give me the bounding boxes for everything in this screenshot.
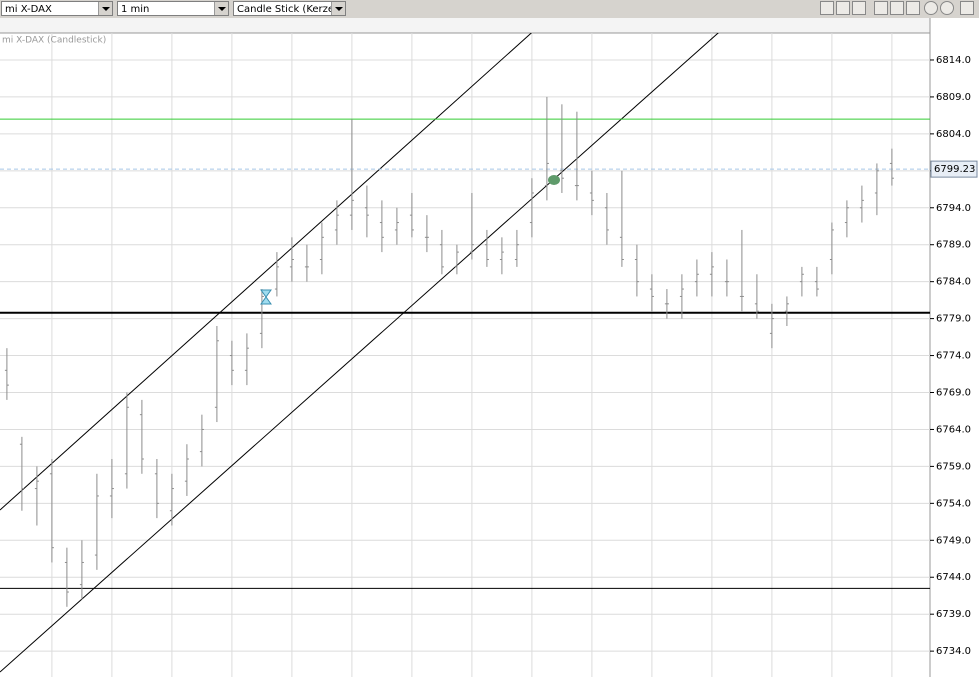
y-tick-label: 6814.0 — [936, 55, 971, 66]
last-price-box — [930, 160, 978, 178]
grid-tool-2[interactable] — [890, 1, 904, 15]
hline-tool[interactable] — [836, 1, 850, 15]
dropdown-arrow[interactable] — [214, 2, 228, 15]
chart-type-select[interactable]: Candle Stick (Kerze — [233, 1, 346, 16]
y-tick-label: 6794.0 — [936, 203, 971, 214]
instrument-select[interactable]: mi X-DAX — [1, 1, 113, 16]
y-tick-label: 6739.0 — [936, 609, 971, 620]
chart: 16:0016:2016:4017:0017:2017:4018:0018:20… — [0, 18, 979, 677]
y-tick-label: 6784.0 — [936, 277, 971, 288]
zoom-tool[interactable] — [924, 1, 938, 15]
chart-title: mi X-DAX (Candlestick) — [2, 36, 106, 46]
interval: 1 min — [121, 4, 150, 15]
y-tick-label: 6779.0 — [936, 314, 971, 325]
y-tick-label: 6759.0 — [936, 461, 971, 472]
y-tick-label: 6769.0 — [936, 388, 971, 399]
interval-select[interactable]: 1 min — [117, 1, 229, 16]
grid-tool-3[interactable] — [906, 1, 920, 15]
price-axis-bg — [930, 18, 979, 677]
signal-dot[interactable] — [548, 175, 560, 185]
channel-lower — [0, 33, 719, 673]
chart-type: Candle Stick (Kerze — [237, 4, 335, 15]
window-tool[interactable] — [960, 1, 974, 15]
y-tick-label: 6804.0 — [936, 129, 971, 140]
y-tick-label: 6744.0 — [936, 572, 971, 583]
y-tick-label: 6749.0 — [936, 535, 971, 546]
y-tick-label: 6734.0 — [936, 646, 971, 657]
settings-tool[interactable] — [940, 1, 954, 15]
signal-marker[interactable] — [260, 289, 272, 305]
channel-upper — [0, 33, 533, 511]
dropdown-arrow[interactable] — [98, 2, 112, 15]
channel-tool[interactable] — [852, 1, 866, 15]
y-tick-label: 6809.0 — [936, 92, 971, 103]
draw-line-tool[interactable] — [820, 1, 834, 15]
time-axis-bg — [0, 18, 930, 33]
y-tick-label: 6774.0 — [936, 351, 971, 362]
y-tick-label: 6754.0 — [936, 498, 971, 509]
y-tick-label: 6764.0 — [936, 424, 971, 435]
grid-tool[interactable] — [874, 1, 888, 15]
instrument: mi X-DAX — [5, 4, 52, 15]
toolbar: mi X-DAX 1 min Candle Stick (Kerze — [0, 0, 979, 19]
last-price-label: 6799.23 — [934, 164, 975, 175]
y-tick-label: 6789.0 — [936, 240, 971, 251]
dropdown-arrow[interactable] — [331, 2, 345, 15]
